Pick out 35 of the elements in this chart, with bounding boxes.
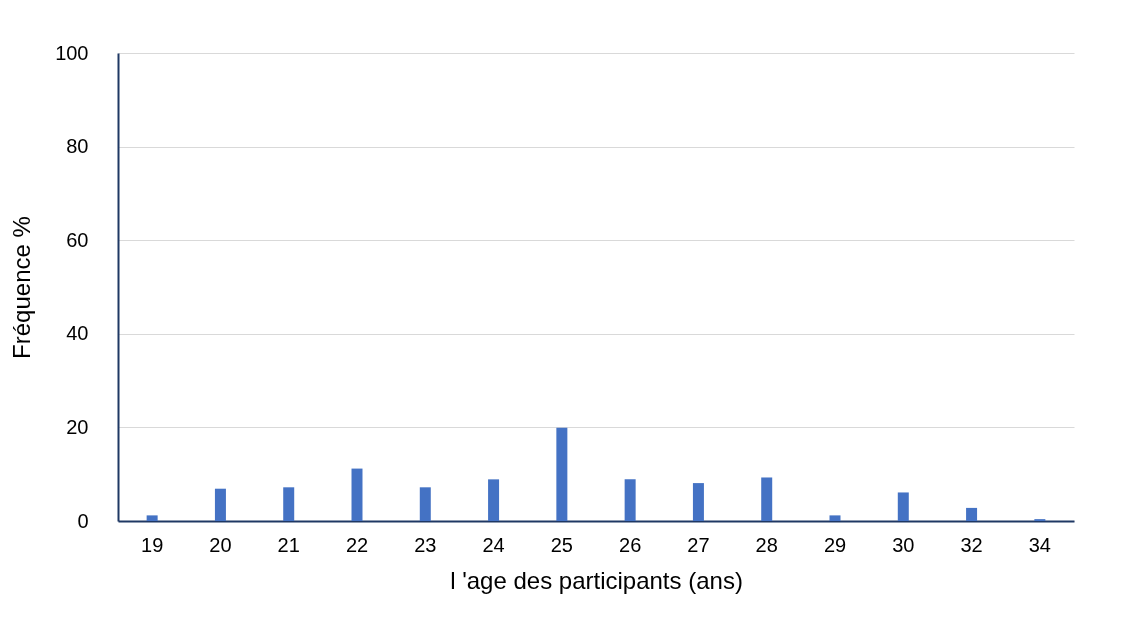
bar [761,477,773,521]
bar [966,507,978,521]
bar [283,487,295,521]
bar [488,479,500,521]
bar [624,479,636,521]
x-tick-label: 30 [892,533,915,556]
x-tick-label: 27 [687,533,710,556]
y-tick-label: 60 [66,228,89,251]
bar [897,492,909,521]
x-tick-label: 22 [345,533,369,556]
y-tick-label: 20 [66,415,89,438]
bar [692,483,704,521]
x-tick-label: 23 [414,533,437,556]
bar [556,427,568,521]
x-tick-label: 19 [141,533,164,556]
x-tick-label: 25 [550,533,573,556]
y-tick-label: 80 [66,135,89,158]
y-tick-label: 40 [66,322,89,345]
x-tick-label: 26 [619,533,642,556]
bar [146,515,158,521]
y-axis-title: Fréquence % [8,216,36,359]
x-axis-title: l 'age des participants (ans) [450,566,743,594]
x-tick-label: 34 [1028,533,1051,556]
y-tick-label: 0 [77,509,89,532]
x-tick-label: 21 [277,533,300,556]
x-tick-label: 28 [755,533,778,556]
y-tick-label: 100 [55,41,89,64]
bar [419,487,431,521]
bar [214,488,226,521]
bar [829,515,841,521]
x-tick-label: 24 [482,533,505,556]
x-tick-label: 29 [823,533,847,556]
x-tick-label: 20 [209,533,232,556]
x-tick-label: 32 [960,533,983,556]
bar [351,468,363,521]
